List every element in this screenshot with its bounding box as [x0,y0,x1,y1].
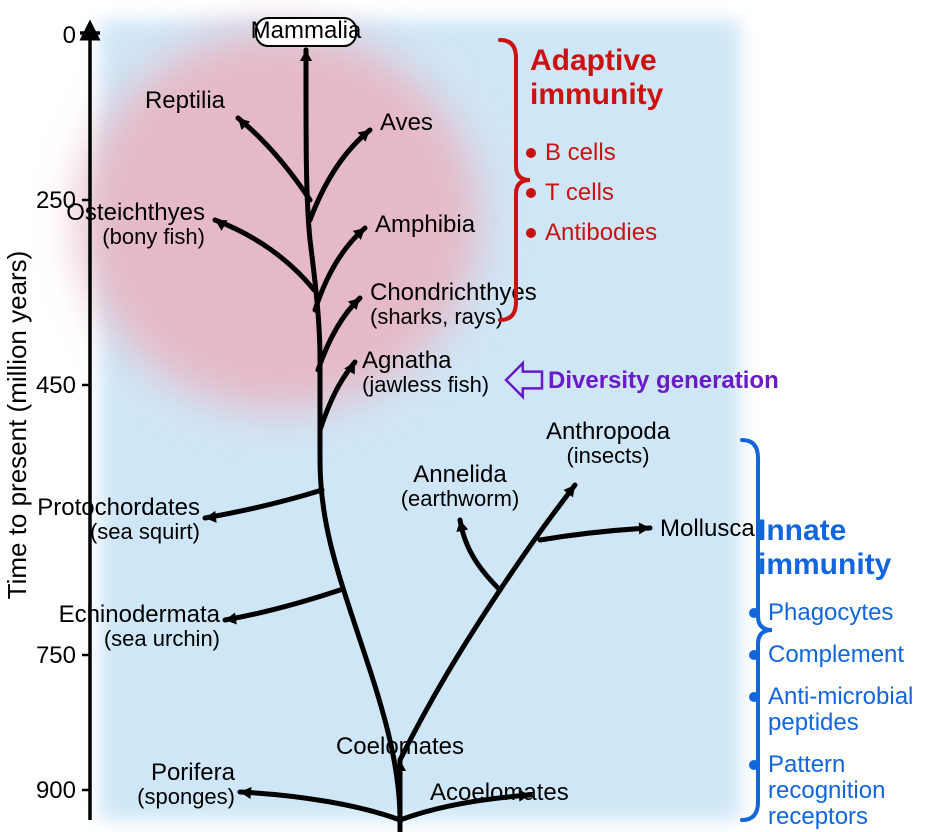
taxon-mollusca: Mollusca [660,515,755,542]
adaptive-item-2: Antibodies [545,219,657,246]
taxon-subname: (sea urchin) [104,626,220,651]
bullet-icon [749,650,759,660]
bullet-icon [526,188,536,198]
taxon-amphibia: Amphibia [375,211,476,238]
taxon-reptilia: Reptilia [145,87,226,114]
taxon-name: Acoelomates [430,779,569,806]
taxon-name: Aves [380,109,433,136]
taxon-subname: (sponges) [137,784,235,809]
innate-item-3-2: receptors [768,803,868,830]
taxon-name: Mollusca [660,515,755,542]
taxon-name: Porifera [151,759,236,786]
taxon-porifera: Porifera(sponges) [137,759,235,809]
innate-immunity-panel: Innateimmunity Phagocytes Complement Anti-m… [742,440,913,830]
adaptive-item-1: T cells [545,179,614,206]
bullet-icon [749,608,759,618]
innate-item-2-0: Anti-microbial [768,683,913,710]
time-axis: 0250450750900Time to present (million ye… [2,22,100,820]
taxon-annelida: Annelida(earthworm) [401,461,520,511]
taxon-subname: (sea squirt) [90,519,200,544]
taxon-name: Mammalia [251,17,362,44]
axis-tick-750: 750 [36,642,76,669]
adaptive-item-0: B cells [545,139,616,166]
axis-tick-900: 900 [36,777,76,804]
bullet-icon [526,228,536,238]
adaptive-title-line1: Adaptive [530,44,657,77]
taxon-mammalia: Mammalia [251,17,362,44]
taxon-name: Agnatha [362,347,452,374]
taxon-name: Anthropoda [546,418,671,445]
innate-item-3-1: recognition [768,777,885,804]
bullet-icon [749,760,759,770]
taxon-name: Protochordates [37,494,200,521]
bullet-icon [526,148,536,158]
taxon-subname: (earthworm) [401,486,520,511]
taxon-protochordates: Protochordates(sea squirt) [37,494,200,544]
innate-title-line1: Innate [758,514,846,547]
diversity-label: Diversity generation [548,367,779,394]
axis-tick-0: 0 [63,22,76,49]
axis-label: Time to present (million years) [2,251,32,600]
innate-item-0-0: Phagocytes [768,599,893,626]
taxon-name: Annelida [413,461,507,488]
taxon-name: Chondrichthyes [370,279,537,306]
taxon-subname: (bony fish) [102,224,205,249]
taxon-echinodermata: Echinodermata(sea urchin) [59,601,221,651]
taxon-name: Amphibia [375,211,476,238]
adaptive-title-line2: immunity [530,78,664,111]
taxon-subname: (jawless fish) [362,372,489,397]
taxon-acoelomates: Acoelomates [430,779,569,806]
taxon-subname: (insects) [566,443,649,468]
taxon-name: Reptilia [145,87,226,114]
innate-item-2-1: peptides [768,709,859,736]
phylogeny-diagram: 0250450750900Time to present (million ye… [0,0,944,832]
innate-title-line2: immunity [758,548,892,581]
taxon-aves: Aves [380,109,433,136]
innate-item-1-0: Complement [768,641,904,668]
taxon-name: Echinodermata [59,601,221,628]
taxon-subname: (sharks, rays) [370,304,503,329]
bullet-icon [749,692,759,702]
axis-tick-450: 450 [36,372,76,399]
innate-item-3-0: Pattern [768,751,845,778]
taxon-coelomates: Coelomates [336,733,464,760]
taxon-name: Coelomates [336,733,464,760]
taxon-name: Osteichthyes [66,199,205,226]
